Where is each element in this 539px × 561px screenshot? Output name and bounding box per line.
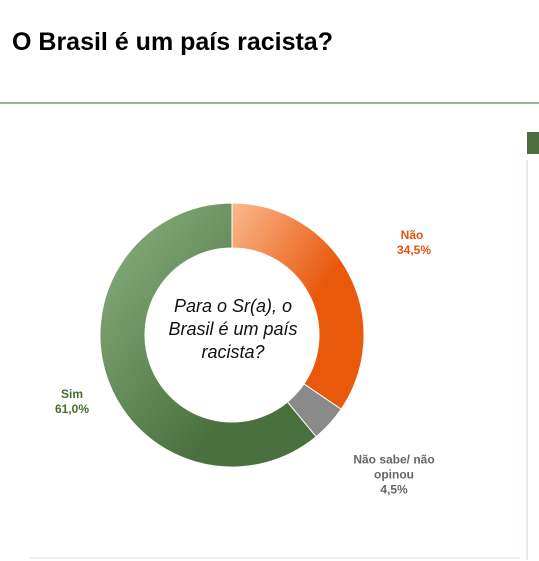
category-label: Não sabe/ não opinou — [353, 452, 435, 482]
category-label: Sim — [60, 387, 83, 401]
value-label: 34,5% — [397, 243, 432, 257]
slice-label: Sim 61,0% — [52, 387, 92, 417]
value-label: 4,5% — [380, 482, 408, 497]
chart-title: O Brasil é um país racista? — [12, 28, 333, 56]
center-text: Para o Sr(a), o Brasil é um país racista… — [168, 296, 298, 362]
value-label: 61,0% — [54, 402, 90, 416]
slice-label: Não sabe/ não opinou 4,5% — [344, 453, 444, 498]
category-label: Não — [400, 228, 424, 242]
slice-label: Não 34,5% — [397, 228, 432, 258]
donut-slice — [231, 202, 365, 410]
donut-slice — [99, 202, 317, 468]
side-decoration — [527, 132, 539, 154]
